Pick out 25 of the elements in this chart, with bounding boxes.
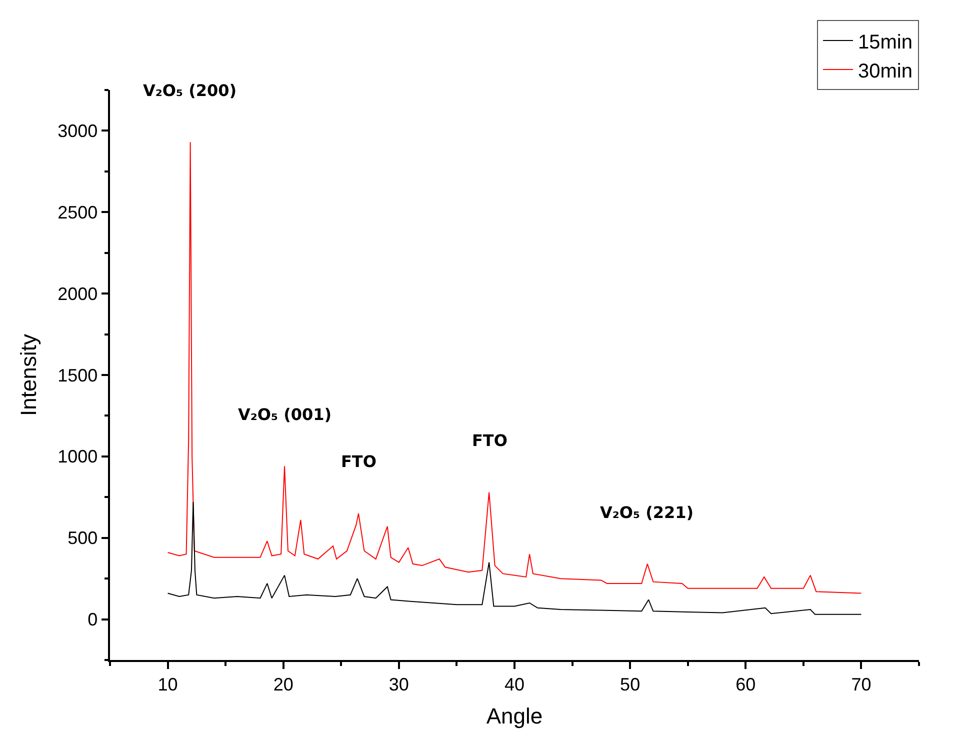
legend-label: 15min bbox=[858, 31, 912, 54]
legend-label: 30min bbox=[858, 60, 912, 82]
x-tick-label: 60 bbox=[736, 674, 756, 694]
annotation: V₂O₅ (221) bbox=[600, 503, 694, 522]
annotation: V₂O₅ (001) bbox=[238, 405, 332, 424]
x-tick-label: 40 bbox=[504, 674, 525, 694]
y-tick-label: 0 bbox=[88, 610, 98, 630]
y-tick-label: 1500 bbox=[58, 365, 98, 386]
x-tick-label: 20 bbox=[273, 674, 294, 694]
x-tick-label: 50 bbox=[620, 674, 640, 694]
x-axis-title: Angle bbox=[486, 704, 543, 729]
y-tick-label: 2000 bbox=[58, 284, 98, 304]
annotation: V₂O₅ (200) bbox=[143, 81, 237, 100]
x-tick-label: 30 bbox=[388, 674, 409, 694]
y-axis-title: Intensity bbox=[16, 334, 41, 416]
y-tick-label: 1000 bbox=[58, 446, 98, 467]
x-tick-label: 10 bbox=[158, 674, 178, 694]
annotation: FTO bbox=[472, 431, 508, 450]
annotation: FTO bbox=[341, 452, 376, 471]
line-series bbox=[167, 142, 862, 594]
line-series bbox=[167, 502, 862, 615]
y-tick-label: 2500 bbox=[58, 202, 98, 222]
y-tick-label: 500 bbox=[68, 528, 98, 548]
y-tick-label: 3000 bbox=[58, 121, 98, 142]
x-tick-label: 70 bbox=[851, 674, 872, 694]
